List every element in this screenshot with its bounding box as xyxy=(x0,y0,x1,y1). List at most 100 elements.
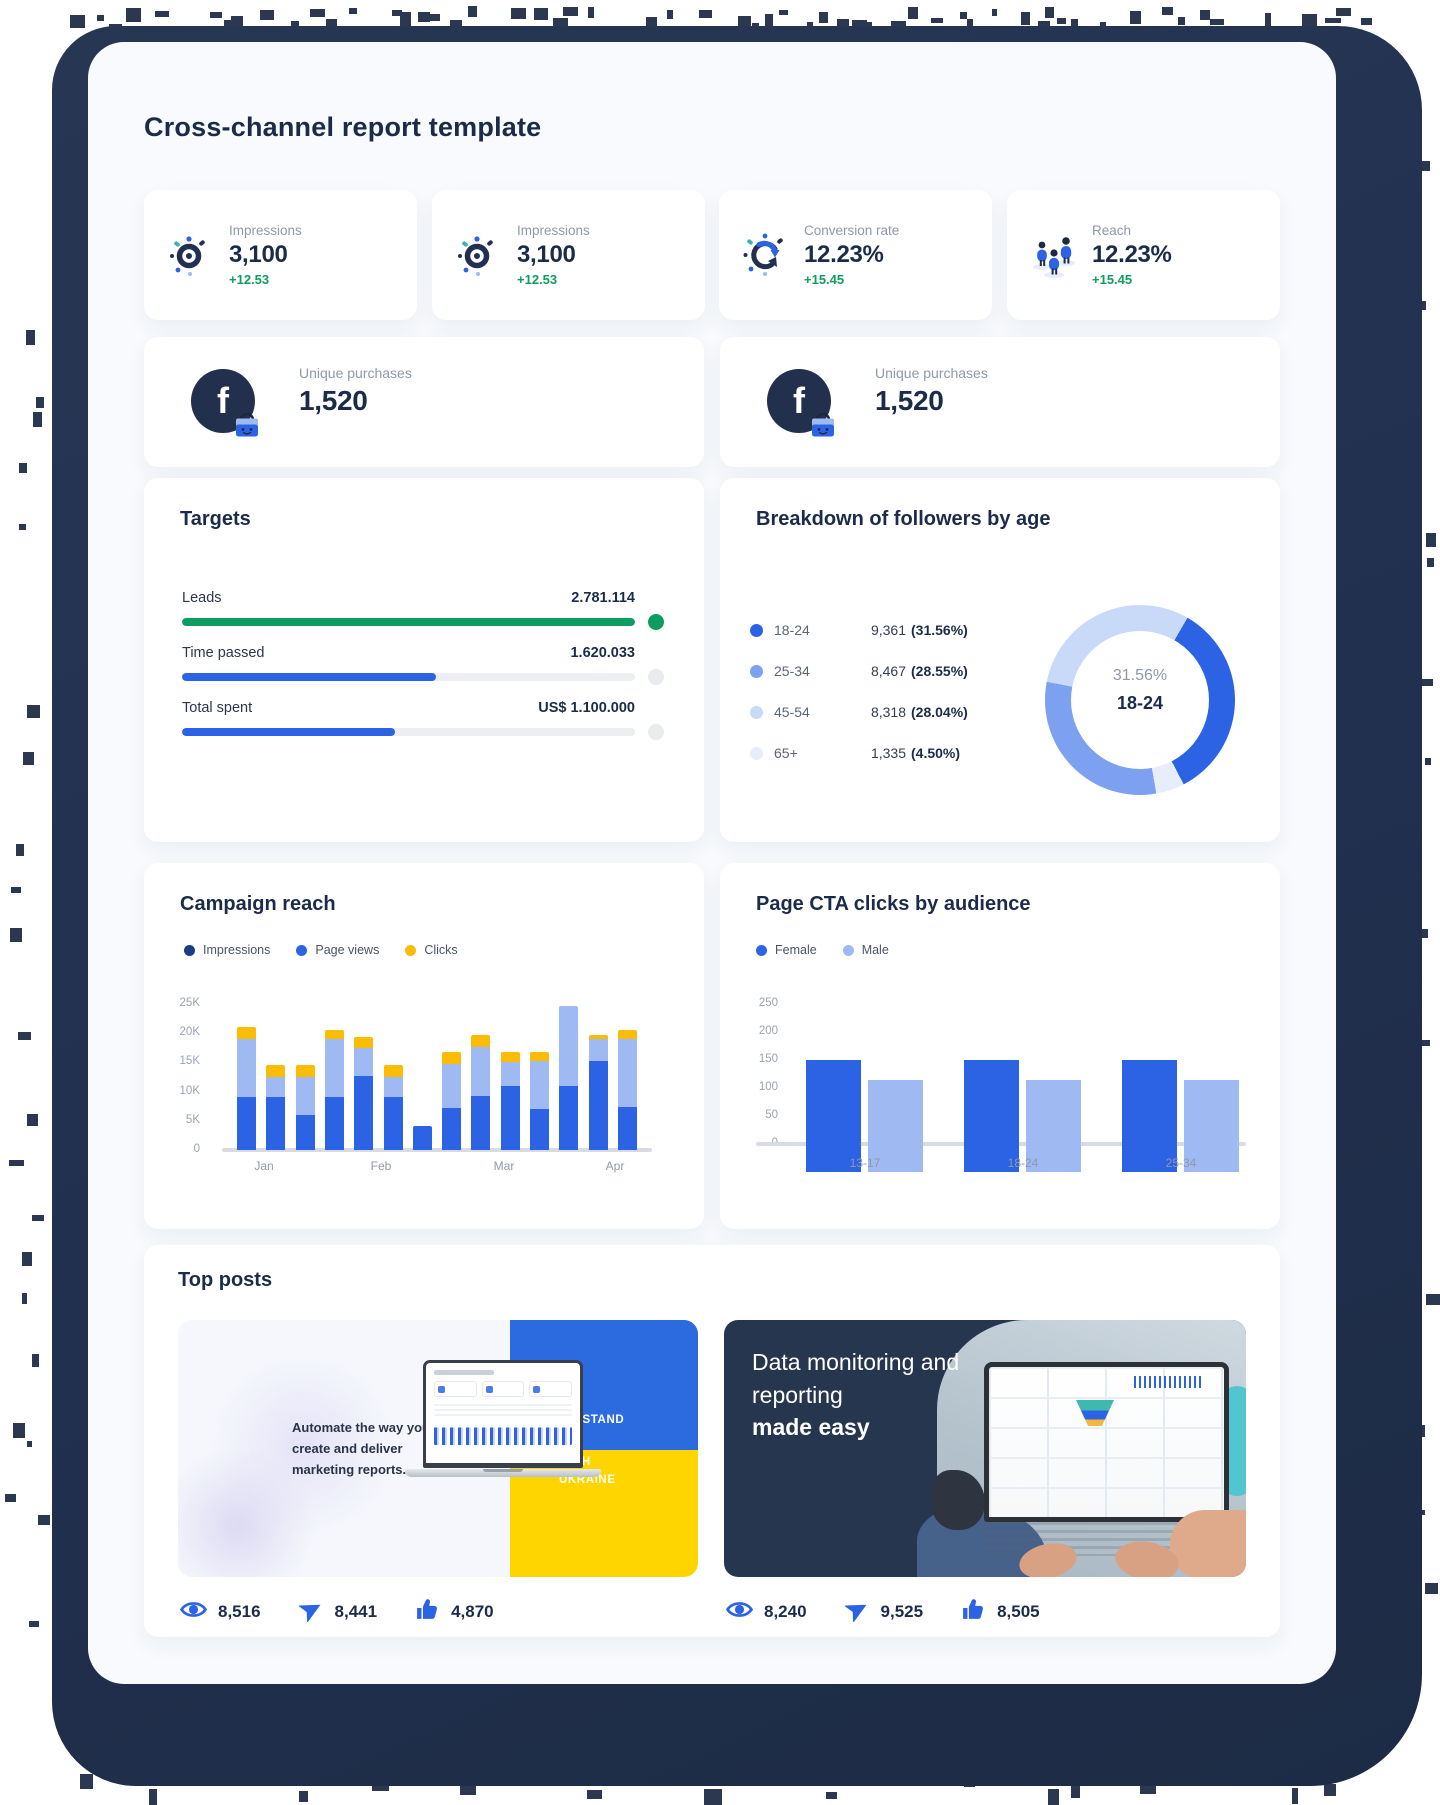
target-value: 1.620.033 xyxy=(570,645,635,661)
post-caption: Automate the way you create and deliver … xyxy=(292,1420,430,1477)
report-panel: Cross-channel report template Impression… xyxy=(88,42,1336,1684)
y-axis-tick: 15K xyxy=(179,1055,200,1068)
eye-icon xyxy=(179,1599,208,1625)
campaign-title: Campaign reach xyxy=(180,893,336,915)
target-goal-dot xyxy=(648,669,664,685)
post-stat-thumbs-up: 8,505 xyxy=(961,1597,1040,1627)
pixel xyxy=(534,8,548,20)
top-posts-card: Top posts Automate the way you create an… xyxy=(144,1245,1280,1637)
pixel xyxy=(1200,10,1210,20)
target-progress-track xyxy=(182,618,635,626)
kpi-text: Impressions 3,100 +12.53 xyxy=(229,223,302,287)
bar-25-34-male xyxy=(1184,1079,1239,1172)
kpi-text: Reach 12.23% +15.45 xyxy=(1092,223,1172,287)
target-row-leads: Leads 2.781.114 xyxy=(182,590,635,606)
eye-icon xyxy=(725,1599,754,1625)
pixel xyxy=(1130,11,1141,24)
top-post-image-1[interactable]: Automate the way you create and deliver … xyxy=(178,1320,698,1577)
kpi-label: Impressions xyxy=(229,223,302,238)
pixel xyxy=(837,19,849,29)
donut-hole xyxy=(1071,631,1209,769)
post-heading-bold: made easy xyxy=(752,1414,870,1441)
bar-segment-impressions xyxy=(500,1085,520,1150)
target-goal-dot xyxy=(648,724,664,740)
pixel xyxy=(967,19,973,26)
bar-segment-clicks xyxy=(295,1065,315,1077)
legend-dot xyxy=(184,944,195,956)
pixel xyxy=(1292,1788,1298,1804)
legend-item-clicks: Clicks xyxy=(405,943,458,957)
age-percent: (28.04%) xyxy=(911,704,968,720)
pixel xyxy=(1361,18,1372,25)
pixel xyxy=(426,14,440,21)
bars-area xyxy=(237,1004,657,1150)
stacked-bar-7 xyxy=(412,1125,432,1150)
pixel xyxy=(646,17,657,27)
age-range: 45-54 xyxy=(774,704,810,720)
page-title: Cross-channel report template xyxy=(144,112,542,142)
pixel xyxy=(27,1441,32,1447)
pixel xyxy=(372,1784,389,1791)
age-donut-chart: 31.56% 18-24 xyxy=(1045,605,1235,795)
bar-segment-impressions xyxy=(442,1108,462,1150)
target-progress-fill xyxy=(182,618,635,626)
bar-segment-impressions xyxy=(559,1085,579,1150)
stacked-bar-14 xyxy=(617,1030,637,1150)
pixel xyxy=(32,1215,44,1221)
followers-by-age-card: Breakdown of followers by age 18-24 9,36… xyxy=(720,478,1280,842)
bar-18-24-female xyxy=(964,1060,1019,1172)
bar-segment-page-views xyxy=(354,1047,374,1076)
target-value: US$ 1.100.000 xyxy=(538,700,635,716)
post-stat-thumbs-up: 4,870 xyxy=(415,1597,494,1627)
x-axis-label-25-34: 25-34 xyxy=(1165,1156,1197,1170)
legend-dot xyxy=(296,944,308,956)
stacked-bar-12 xyxy=(559,1005,579,1150)
laptop-illustration xyxy=(405,1360,601,1477)
top-post-image-2[interactable]: Data monitoring and reporting made easy xyxy=(724,1320,1246,1577)
y-axis-tick: 200 xyxy=(758,1025,778,1037)
pixel xyxy=(1057,18,1066,24)
pixel xyxy=(1048,1789,1059,1805)
target-progress-track xyxy=(182,728,635,736)
age-percent: (4.50%) xyxy=(911,745,961,761)
legend-dot xyxy=(842,944,854,956)
pixel xyxy=(36,397,44,408)
pixel xyxy=(468,6,477,17)
pixel xyxy=(1325,18,1341,23)
laptop-screen xyxy=(423,1360,583,1468)
pixel xyxy=(1336,8,1351,16)
pixel xyxy=(210,12,222,18)
pixel xyxy=(563,7,578,16)
stacked-bar-11 xyxy=(530,1051,549,1150)
y-axis-tick: 5K xyxy=(185,1113,200,1126)
dark-object xyxy=(931,1470,985,1530)
bar-segment-page-views xyxy=(383,1077,403,1098)
pixel xyxy=(908,7,918,19)
targets-card: Targets Leads 2.781.114 Time passed 1.62… xyxy=(144,478,704,842)
pixel xyxy=(1418,301,1426,310)
pixel xyxy=(224,20,232,31)
target-value: 2.781.114 xyxy=(571,590,635,606)
bar-18-24-male xyxy=(1026,1079,1081,1172)
stacked-bar-2 xyxy=(266,1065,286,1150)
x-axis-label-mar: Mar xyxy=(493,1159,515,1173)
shopping-bag-icon xyxy=(807,406,839,438)
bar-segment-page-views xyxy=(588,1039,608,1062)
facebook-icon: f xyxy=(767,369,834,437)
pixel xyxy=(19,463,27,473)
kpi-card-impressions-1: Impressions 3,100 +12.53 xyxy=(432,190,705,320)
people-icon xyxy=(1029,231,1077,279)
send-icon xyxy=(843,1597,870,1627)
pixel xyxy=(23,752,34,765)
bar-segment-clicks xyxy=(237,1027,256,1040)
pixel xyxy=(699,10,712,18)
forearm xyxy=(1170,1510,1246,1577)
x-axis-label-13-17: 13-17 xyxy=(849,1156,881,1170)
y-axis-tick: 250 xyxy=(758,997,778,1009)
pixel xyxy=(9,1160,24,1166)
purchase-value: 1,520 xyxy=(299,385,368,416)
age-legend-row-25-34: 25-34 8,467 (28.55%) xyxy=(750,661,968,681)
bar-segment-page-views xyxy=(559,1005,579,1086)
pixel xyxy=(291,21,299,26)
pixel xyxy=(32,1354,39,1367)
